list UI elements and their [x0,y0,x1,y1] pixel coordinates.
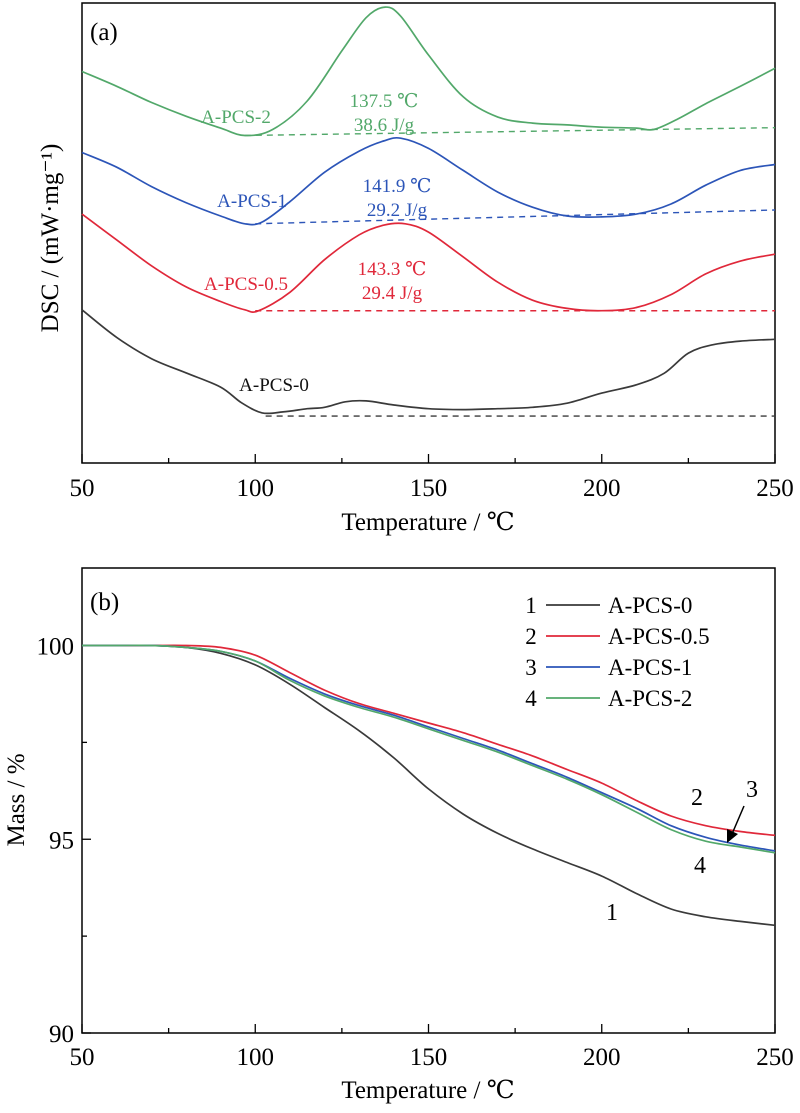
tga-y-tick-label: 100 [37,634,75,661]
dsc-x-ticks: 50 100 150 200 250 [70,454,794,502]
dsc-annotations: A-PCS-2 137.5 ℃ 38.6 J/g A-PCS-1 141.9 ℃ 29.2… [201,91,431,396]
tga-legend: 1 A-PCS-0 2 A-PCS-0.5 3 A-PCS-1 4 A-PCS-2 [525,593,709,711]
tga-curve-a-pcs-2 [82,644,776,854]
legend-number-a-pcs-1: 3 [525,655,537,680]
dsc-baseline-a-pcs-2 [244,126,776,137]
panel-label-b: (b) [90,589,119,616]
legend-number-a-pcs-0: 1 [525,593,537,618]
tga-curve-number-labels: 1 2 3 4 [606,777,758,926]
dsc-curves [81,6,776,415]
tga-curve-label-3: 3 [746,777,758,803]
dsc-series-label-a-pcs-1: A-PCS-1 [217,191,287,212]
dsc-series-label-a-pcs-0-5: A-PCS-0.5 [204,274,288,295]
tga-x-tick-label: 50 [70,1044,95,1071]
legend-number-a-pcs-2: 4 [525,686,537,711]
tga-x-tick-label: 100 [237,1044,275,1071]
dsc-enthalpy-a-pcs-2: 38.6 J/g [354,115,415,136]
dsc-peak-temperature-a-pcs-2: 137.5 ℃ [350,91,419,112]
dsc-x-tick-label: 200 [583,475,621,502]
tga-label-3-arrow-head [727,829,738,843]
tga-axis-ticks: 50 100 150 200 250 90 95 100 [37,634,794,1072]
dsc-x-tick-label: 150 [410,475,448,502]
tga-y-tick-label: 90 [49,1021,74,1048]
legend-label-a-pcs-0: A-PCS-0 [608,593,692,618]
dsc-series-label-a-pcs-2: A-PCS-2 [201,107,271,128]
dsc-peak-temperature-a-pcs-1: 141.9 ℃ [363,176,432,197]
dsc-enthalpy-a-pcs-0-5: 29.4 J/g [362,283,423,304]
dsc-y-axis-title: DSC / (mW·mg⁻¹) [37,144,64,333]
dsc-curve-a-pcs-0-5 [81,213,776,314]
dsc-series-label-a-pcs-0: A-PCS-0 [239,375,309,396]
dsc-x-axis-title: Temperature / ℃ [341,509,514,536]
tga-x-tick-label: 200 [583,1044,621,1071]
tga-curve-a-pcs-0-5 [82,644,776,837]
tga-x-axis-title: Temperature / ℃ [341,1077,514,1104]
tga-y-axis-title: Mass / % [3,753,30,846]
dsc-x-tick-label: 250 [756,475,794,502]
tga-curve-label-2: 2 [691,785,703,811]
tga-x-tick-label: 250 [756,1044,794,1071]
tga-y-tick-label: 95 [49,827,74,854]
dsc-x-tick-label: 100 [237,475,275,502]
legend-label-a-pcs-2: A-PCS-2 [608,686,692,711]
tga-label-3-arrow-shaft [731,805,745,835]
panel-label-a: (a) [90,19,118,46]
tga-curve-label-1: 1 [606,900,618,926]
dsc-baselines [244,126,776,417]
dsc-curve-a-pcs-2 [81,6,776,137]
tga-curves [82,644,776,927]
dsc-baseline-a-pcs-1 [255,209,776,225]
dsc-x-tick-label: 50 [70,475,95,502]
dsc-enthalpy-a-pcs-1: 29.2 J/g [367,200,428,221]
dsc-peak-temperature-a-pcs-0-5: 143.3 ℃ [358,259,427,280]
tga-curve-label-4: 4 [694,853,706,879]
tga-panel: 50 100 150 200 250 90 95 100 1 A-PCS-0 2 A-PCS-0.5… [3,567,794,1104]
legend-label-a-pcs-1: A-PCS-1 [608,655,692,680]
tga-x-tick-label: 150 [410,1044,448,1071]
dsc-curve-a-pcs-1 [81,136,776,226]
dsc-curve-a-pcs-0 [81,309,776,415]
legend-label-a-pcs-0-5: A-PCS-0.5 [608,624,710,649]
legend-number-a-pcs-0-5: 2 [525,624,537,649]
